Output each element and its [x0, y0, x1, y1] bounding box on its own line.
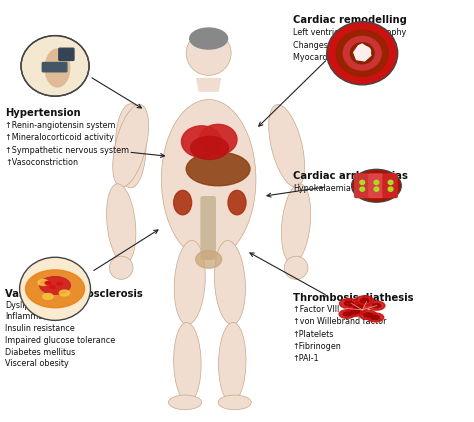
Ellipse shape — [350, 43, 374, 64]
Ellipse shape — [186, 31, 231, 76]
Ellipse shape — [214, 241, 246, 325]
Ellipse shape — [359, 46, 371, 56]
Ellipse shape — [356, 296, 374, 306]
Polygon shape — [197, 78, 220, 91]
FancyBboxPatch shape — [383, 174, 397, 197]
Ellipse shape — [161, 100, 256, 260]
Ellipse shape — [190, 28, 228, 49]
Ellipse shape — [218, 395, 251, 410]
Text: Hypokalaemia: Hypokalaemia — [293, 184, 351, 193]
Circle shape — [374, 180, 379, 184]
Ellipse shape — [115, 104, 146, 188]
Ellipse shape — [38, 279, 48, 285]
Circle shape — [374, 187, 379, 191]
Circle shape — [388, 187, 393, 191]
Ellipse shape — [173, 190, 191, 215]
Ellipse shape — [199, 124, 237, 154]
Text: ↑Fibrinogen: ↑Fibrinogen — [293, 342, 342, 351]
Ellipse shape — [186, 152, 250, 186]
Ellipse shape — [45, 281, 51, 284]
Ellipse shape — [344, 301, 354, 306]
Circle shape — [388, 180, 393, 184]
FancyBboxPatch shape — [201, 197, 215, 259]
Text: Myocardial fibrosis: Myocardial fibrosis — [293, 53, 368, 62]
Text: ↑Renin-angiotensin system: ↑Renin-angiotensin system — [5, 121, 116, 130]
Text: ↑Mineralocorticoid activity: ↑Mineralocorticoid activity — [5, 133, 114, 142]
Ellipse shape — [349, 302, 368, 312]
Ellipse shape — [347, 308, 364, 316]
Ellipse shape — [26, 270, 84, 308]
Ellipse shape — [368, 301, 385, 310]
Ellipse shape — [372, 303, 381, 308]
Ellipse shape — [168, 395, 201, 410]
Ellipse shape — [367, 313, 383, 322]
Ellipse shape — [339, 298, 358, 308]
Ellipse shape — [40, 276, 71, 294]
Ellipse shape — [364, 313, 372, 317]
FancyBboxPatch shape — [355, 174, 369, 197]
Ellipse shape — [360, 298, 369, 303]
Ellipse shape — [59, 290, 70, 296]
Ellipse shape — [269, 105, 305, 187]
Text: Dyslipidaemia: Dyslipidaemia — [5, 300, 63, 310]
Text: Cardiac arrhythmias: Cardiac arrhythmias — [293, 171, 408, 181]
Ellipse shape — [339, 310, 355, 318]
Ellipse shape — [173, 322, 201, 402]
Polygon shape — [354, 44, 371, 61]
Ellipse shape — [352, 169, 401, 202]
FancyBboxPatch shape — [42, 62, 67, 72]
Ellipse shape — [336, 30, 388, 76]
Circle shape — [21, 35, 89, 96]
Ellipse shape — [371, 315, 380, 319]
Circle shape — [360, 187, 365, 191]
Text: Insulin resistance: Insulin resistance — [5, 324, 75, 333]
Text: ↑Sympathetic nervous system: ↑Sympathetic nervous system — [5, 146, 129, 155]
Circle shape — [360, 180, 365, 184]
Ellipse shape — [191, 136, 228, 160]
Ellipse shape — [343, 36, 381, 70]
Ellipse shape — [359, 310, 377, 319]
Ellipse shape — [57, 282, 63, 285]
Ellipse shape — [43, 293, 53, 299]
Ellipse shape — [109, 256, 133, 279]
Ellipse shape — [45, 49, 70, 87]
Text: ↑PAI-1: ↑PAI-1 — [293, 354, 319, 363]
Text: ↑Factor VIII: ↑Factor VIII — [293, 305, 339, 314]
Text: Inflammation: Inflammation — [5, 312, 59, 322]
Ellipse shape — [354, 305, 363, 310]
Text: Cardiac remodelling: Cardiac remodelling — [293, 16, 407, 25]
Text: Changes in wall thickness: Changes in wall thickness — [293, 41, 396, 50]
Text: Thrombosis diathesis: Thrombosis diathesis — [293, 293, 413, 303]
Text: ↑von Willebrand factor: ↑von Willebrand factor — [293, 317, 386, 326]
FancyBboxPatch shape — [59, 48, 74, 60]
Ellipse shape — [228, 190, 246, 215]
Ellipse shape — [219, 322, 246, 402]
Text: Diabetes mellitus: Diabetes mellitus — [5, 348, 76, 357]
Ellipse shape — [107, 184, 136, 263]
Ellipse shape — [351, 310, 359, 314]
Circle shape — [327, 22, 398, 85]
Ellipse shape — [284, 256, 308, 279]
Text: ↑Vasoconstriction: ↑Vasoconstriction — [5, 158, 78, 168]
Ellipse shape — [282, 184, 311, 263]
Text: Vascular atherosclerosis: Vascular atherosclerosis — [5, 289, 143, 299]
Ellipse shape — [174, 241, 205, 325]
Ellipse shape — [343, 312, 351, 316]
Text: Visceral obesity: Visceral obesity — [5, 360, 69, 368]
Ellipse shape — [50, 286, 55, 289]
Text: Left ventricular hypertrophy: Left ventricular hypertrophy — [293, 28, 406, 37]
FancyBboxPatch shape — [369, 174, 383, 197]
Ellipse shape — [196, 251, 222, 268]
Circle shape — [19, 257, 91, 320]
Ellipse shape — [113, 105, 149, 187]
Ellipse shape — [182, 126, 222, 157]
Text: Hypertension: Hypertension — [5, 108, 81, 118]
Text: Impaired glucose tolerance: Impaired glucose tolerance — [5, 336, 116, 345]
Text: ↑Platelets: ↑Platelets — [293, 330, 334, 338]
